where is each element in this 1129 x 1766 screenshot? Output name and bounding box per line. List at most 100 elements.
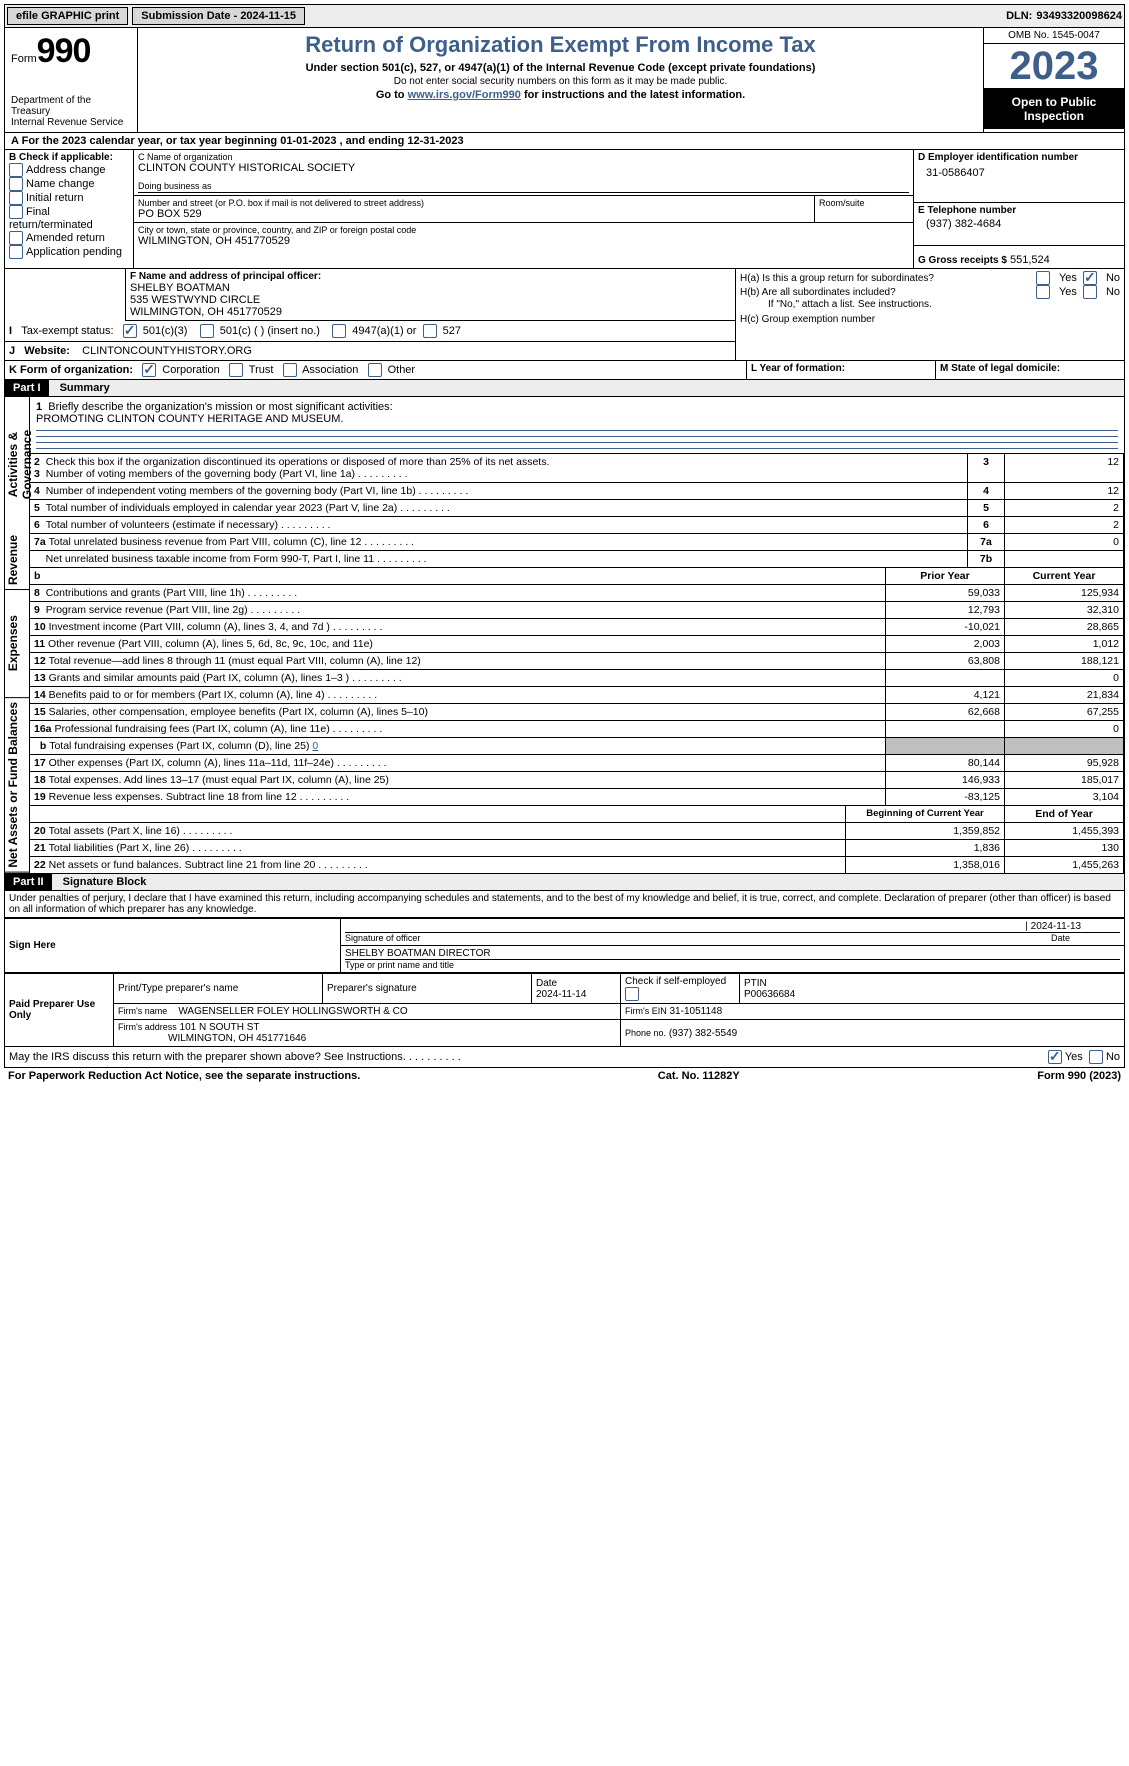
open-inspection: Open to Public Inspection	[984, 89, 1124, 129]
527-label: 527	[443, 325, 461, 337]
website-label: Website:	[24, 345, 70, 357]
org-name-label: C Name of organization	[138, 152, 909, 162]
initial-return-checkbox[interactable]	[9, 191, 23, 205]
ha-no-checkbox[interactable]	[1083, 271, 1097, 285]
ha-label: H(a) Is this a group return for subordin…	[740, 273, 1030, 284]
addr-change-checkbox[interactable]	[9, 163, 23, 177]
officer-sig-name: SHELBY BOATMAN DIRECTOR	[345, 948, 1120, 960]
ein-label: D Employer identification number	[918, 152, 1120, 163]
amended-return-checkbox[interactable]	[9, 231, 23, 245]
ein-value: 31-0586407	[918, 163, 1120, 183]
part2-title: Signature Block	[55, 876, 147, 888]
link-post: for instructions and the latest informat…	[521, 89, 745, 101]
line20: Total assets (Part X, line 16)	[49, 825, 233, 837]
line4-val: 12	[1005, 483, 1124, 500]
prep-date: 2024-11-14	[536, 989, 586, 1000]
hdr-begin: Beginning of Current Year	[846, 806, 1005, 823]
line3-val: 12	[1005, 454, 1124, 483]
line19: Revenue less expenses. Subtract line 18 …	[49, 791, 350, 803]
street-address: PO BOX 529	[138, 208, 810, 220]
line1-value: PROMOTING CLINTON COUNTY HERITAGE AND MU…	[36, 413, 343, 425]
expenses-table: 13 Grants and similar amounts paid (Part…	[30, 669, 1124, 805]
hb-no-checkbox[interactable]	[1083, 285, 1097, 299]
form-number: 990	[37, 32, 91, 70]
dln-label: DLN:	[1006, 10, 1032, 22]
line12-prior: 63,808	[886, 653, 1005, 670]
line22: Net assets or fund balances. Subtract li…	[49, 859, 368, 871]
line19-curr: 3,104	[1005, 789, 1124, 806]
527-checkbox[interactable]	[423, 324, 437, 338]
hb-note: If "No," attach a list. See instructions…	[740, 299, 1120, 310]
4947-checkbox[interactable]	[332, 324, 346, 338]
line12: Total revenue—add lines 8 through 11 (mu…	[49, 655, 421, 667]
klm-row: K Form of organization: Corporation Trus…	[4, 361, 1125, 380]
line5: Total number of individuals employed in …	[46, 502, 450, 514]
line9: Program service revenue (Part VIII, line…	[46, 604, 300, 616]
line7b: Net unrelated business taxable income fr…	[46, 553, 427, 565]
name-change-label: Name change	[26, 178, 95, 190]
self-employed-label: Check if self-employed	[625, 976, 726, 987]
submission-date: Submission Date - 2024-11-15	[132, 7, 305, 25]
dln-value: 93493320098624	[1036, 10, 1122, 22]
section-net-assets: Net Assets or Fund Balances	[5, 698, 29, 873]
city-label: City or town, state or province, country…	[138, 225, 909, 235]
hdr-prior: Prior Year	[886, 568, 1005, 585]
tax-exempt-label: Tax-exempt status:	[21, 325, 113, 337]
501c3-label: 501(c)(3)	[143, 325, 188, 337]
paid-preparer-label: Paid Preparer Use Only	[5, 974, 114, 1047]
form-link-row: Go to www.irs.gov/Form990 for instructio…	[146, 89, 975, 101]
calendar-year-text: For the 2023 calendar year, or tax year …	[22, 135, 464, 147]
governance-table: 2 Check this box if the organization dis…	[30, 453, 1124, 567]
box-b: B Check if applicable: Address change Na…	[5, 150, 134, 268]
hb-yes-checkbox[interactable]	[1036, 285, 1050, 299]
box-b-title: B Check if applicable:	[9, 152, 129, 163]
assoc-checkbox[interactable]	[283, 363, 297, 377]
trust-checkbox[interactable]	[229, 363, 243, 377]
efile-print-button[interactable]: efile GRAPHIC print	[7, 7, 128, 25]
line7b-val	[1005, 551, 1124, 568]
line11-curr: 1,012	[1005, 636, 1124, 653]
line18: Total expenses. Add lines 13–17 (must eq…	[49, 774, 389, 786]
box-h: H(a) Is this a group return for subordin…	[736, 269, 1124, 360]
form-title-box: Return of Organization Exempt From Incom…	[138, 28, 983, 132]
line11: Other revenue (Part VIII, column (A), li…	[48, 638, 373, 650]
corp-checkbox[interactable]	[142, 363, 156, 377]
application-pending-checkbox[interactable]	[9, 245, 23, 259]
tax-year: 2023	[984, 44, 1124, 89]
initial-return-label: Initial return	[26, 192, 83, 204]
discuss-yes-checkbox[interactable]	[1048, 1050, 1062, 1064]
line14-curr: 21,834	[1005, 687, 1124, 704]
501c-checkbox[interactable]	[200, 324, 214, 338]
box-l: L Year of formation:	[747, 361, 936, 379]
line8: Contributions and grants (Part VIII, lin…	[46, 587, 298, 599]
501c3-checkbox[interactable]	[123, 324, 137, 338]
preparer-name-label: Print/Type preparer's name	[114, 974, 323, 1004]
line10: Investment income (Part VIII, column (A)…	[49, 621, 383, 633]
part1-num: Part I	[5, 380, 49, 396]
irs-label: Internal Revenue Service	[11, 117, 131, 128]
hdr-curr: Current Year	[1005, 568, 1124, 585]
footer-left: For Paperwork Reduction Act Notice, see …	[8, 1070, 360, 1082]
self-employed-checkbox[interactable]	[625, 987, 639, 1001]
irs-link[interactable]: www.irs.gov/Form990	[408, 89, 521, 101]
other-checkbox[interactable]	[368, 363, 382, 377]
line16b-curr-shade	[1005, 738, 1124, 755]
name-change-checkbox[interactable]	[9, 177, 23, 191]
section-expenses: Expenses	[5, 590, 29, 698]
line14-prior: 4,121	[886, 687, 1005, 704]
line21-end: 130	[1005, 840, 1124, 857]
line17-prior: 80,144	[886, 755, 1005, 772]
ha-yes-checkbox[interactable]	[1036, 271, 1050, 285]
line16b: Total fundraising expenses (Part IX, col…	[49, 740, 309, 752]
line16b-prior-shade	[886, 738, 1005, 755]
hc-label: H(c) Group exemption number	[740, 314, 1120, 325]
line16a: Professional fundraising fees (Part IX, …	[54, 723, 382, 735]
final-return-checkbox[interactable]	[9, 205, 23, 219]
revenue-table: bPrior YearCurrent Year 8 Contributions …	[30, 567, 1124, 669]
line3: Number of voting members of the governin…	[46, 468, 408, 480]
line14: Benefits paid to or for members (Part IX…	[49, 689, 378, 701]
city-state-zip: WILMINGTON, OH 451770529	[138, 235, 909, 247]
discuss-no-checkbox[interactable]	[1089, 1050, 1103, 1064]
officer-addr2: WILMINGTON, OH 451770529	[130, 306, 731, 318]
line6-val: 2	[1005, 517, 1124, 534]
